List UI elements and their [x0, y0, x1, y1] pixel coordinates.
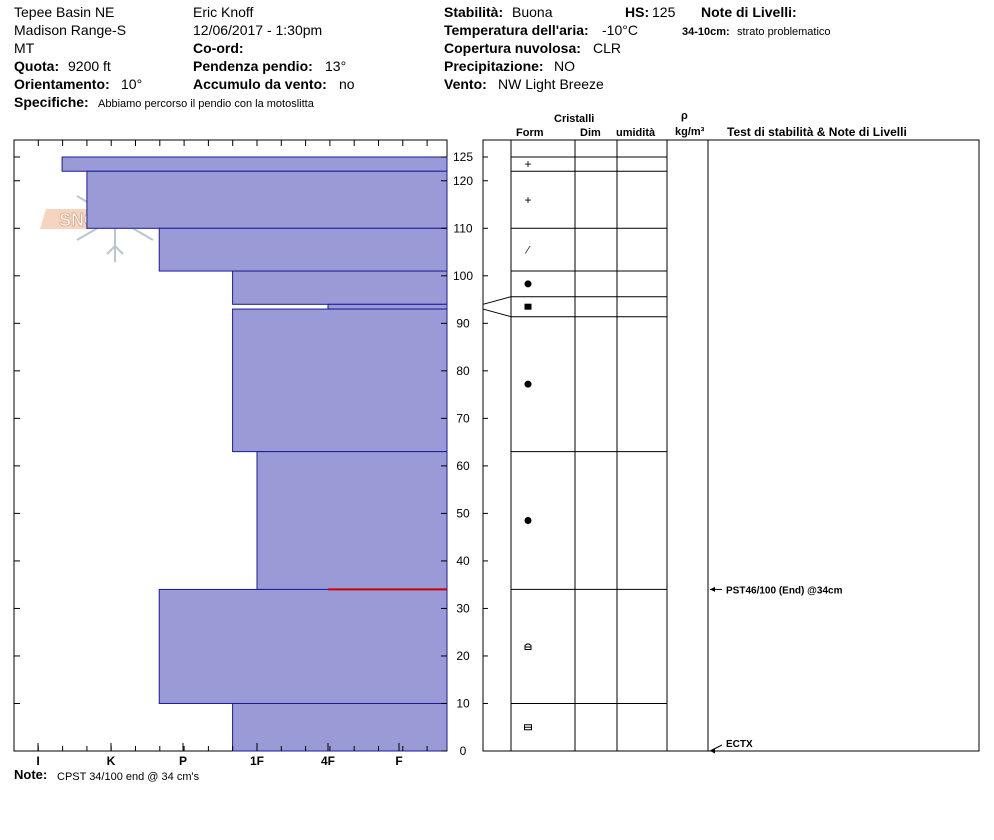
crystals-header: Cristalli [554, 113, 595, 125]
layer-note-depth: 34-10cm: [682, 26, 730, 38]
slope-label: Pendenza pendio: [193, 58, 313, 74]
hardness-tick-label: I [36, 754, 39, 768]
wind-loading-label: Accumulo da vento: [193, 76, 327, 92]
hardness-layer [158, 588, 448, 704]
thin-layer-connector [482, 296, 512, 305]
mountain-range: Madison Range-S [14, 22, 127, 38]
layer-notes-label: Note di Livelli: [701, 4, 797, 20]
depth-tick-label: 0 [460, 744, 467, 758]
form-symbol-plus: + [524, 157, 531, 171]
elevation-label: Quota: [14, 58, 60, 74]
table-frame [482, 139, 980, 752]
hardness-axis: I K P 1F 4F F [13, 140, 428, 768]
note-label: Note: [14, 767, 48, 782]
hardness-layer [158, 227, 448, 272]
aspect-label: Orientamento: [14, 76, 110, 92]
depth-tick-label: 40 [456, 554, 470, 568]
specifics-value: Abbiamo percorso il pendio con la motosl… [98, 98, 314, 110]
hardness-tick-label: 4F [321, 754, 335, 768]
location: Tepee Basin NE [14, 4, 115, 20]
depth-tick-label: 50 [456, 506, 470, 520]
coords-label: Co-ord: [193, 40, 244, 56]
hardness-layer [232, 270, 448, 305]
size-header: Dim [580, 127, 601, 139]
precip-label: Precipitazione: [444, 58, 544, 74]
depth-tick-label: 100 [453, 269, 473, 283]
observer: Eric Knoff [193, 4, 254, 20]
form-symbol-dot [524, 380, 532, 388]
test-label: PST46/100 (End) @34cm [726, 585, 843, 596]
density-unit-header: kg/m³ [675, 126, 705, 138]
test-arrow-head [710, 586, 715, 592]
stability-tests: PST46/100 (End) @34cm ECTX [709, 585, 843, 754]
hardness-tick-label: 1F [250, 754, 264, 768]
form-symbol-facet [524, 643, 532, 650]
rho-header: ρ [681, 110, 688, 122]
hs-value: 125 [652, 4, 676, 20]
form-symbol-square [524, 303, 532, 310]
precip-value: NO [554, 58, 575, 74]
moisture-header: umidità [616, 127, 656, 139]
depth-tick-label: 110 [453, 221, 472, 235]
depth-tick-label: 30 [456, 601, 470, 615]
stability-label: Stabilità: [444, 4, 504, 20]
depth-tick-label: 70 [456, 411, 470, 425]
form-symbol-dot [524, 517, 532, 525]
form-symbol-dot [524, 280, 532, 288]
thin-layer-connector [482, 308, 512, 318]
hardness-layer [327, 303, 448, 310]
cloud-value: CLR [593, 40, 622, 56]
wind-loading-value: no [339, 76, 355, 92]
wind-value: NW Light Breeze [498, 76, 604, 92]
depth-tick-label: 80 [456, 364, 470, 378]
depth-tick-label: 120 [453, 174, 473, 188]
note-value: CPST 34/100 end @ 34 cm's [57, 771, 200, 783]
hardness-layer [61, 156, 448, 172]
test-arrow [709, 744, 723, 752]
depth-tick-label: 20 [456, 649, 470, 663]
depth-tick-label: 10 [456, 696, 470, 710]
form-symbol-plus: + [524, 193, 531, 207]
hardness-tick-label: F [395, 754, 402, 768]
air-temp-label: Temperatura dell'aria: [444, 22, 589, 38]
date-time: 12/06/2017 - 1:30pm [193, 22, 323, 38]
hardness-tick-label: P [179, 754, 187, 768]
depth-axis: 0 10 20 30 40 50 60 70 80 90 100 110 120 125 [14, 150, 488, 758]
cloud-label: Copertura nuvolosa: [444, 40, 581, 56]
stability-notes-header: Test di stabilità & Note di Livelli [727, 125, 907, 139]
hardness-tick-label: K [107, 754, 116, 768]
test-label: ECTX [726, 739, 753, 750]
depth-tick-label: 90 [456, 316, 470, 330]
elevation-value: 9200 ft [68, 58, 111, 74]
form-symbol-slash: ⁄ [524, 245, 531, 257]
aspect-value: 10° [121, 76, 143, 92]
form-header: Form [516, 127, 544, 139]
specifics-label: Specifiche: [14, 94, 89, 110]
hardness-layers [61, 156, 448, 752]
state: MT [14, 40, 35, 56]
test-arrow-head [710, 748, 715, 754]
depth-tick-label: 125 [453, 150, 473, 164]
hardness-layer [256, 451, 448, 590]
hs-label: HS: [625, 4, 650, 20]
crystal-table: + + ⁄ [482, 140, 709, 751]
slope-value: 13° [325, 58, 347, 74]
wind-label: Vento: [444, 76, 487, 92]
stability-value: Buona [512, 4, 553, 20]
depth-tick-label: 60 [456, 459, 470, 473]
hardness-layer [86, 170, 448, 229]
hardness-layer [232, 702, 448, 752]
hardness-layer [232, 308, 448, 453]
layer-note-text: strato problematico [737, 26, 831, 38]
air-temp-value: -10°C [602, 22, 638, 38]
